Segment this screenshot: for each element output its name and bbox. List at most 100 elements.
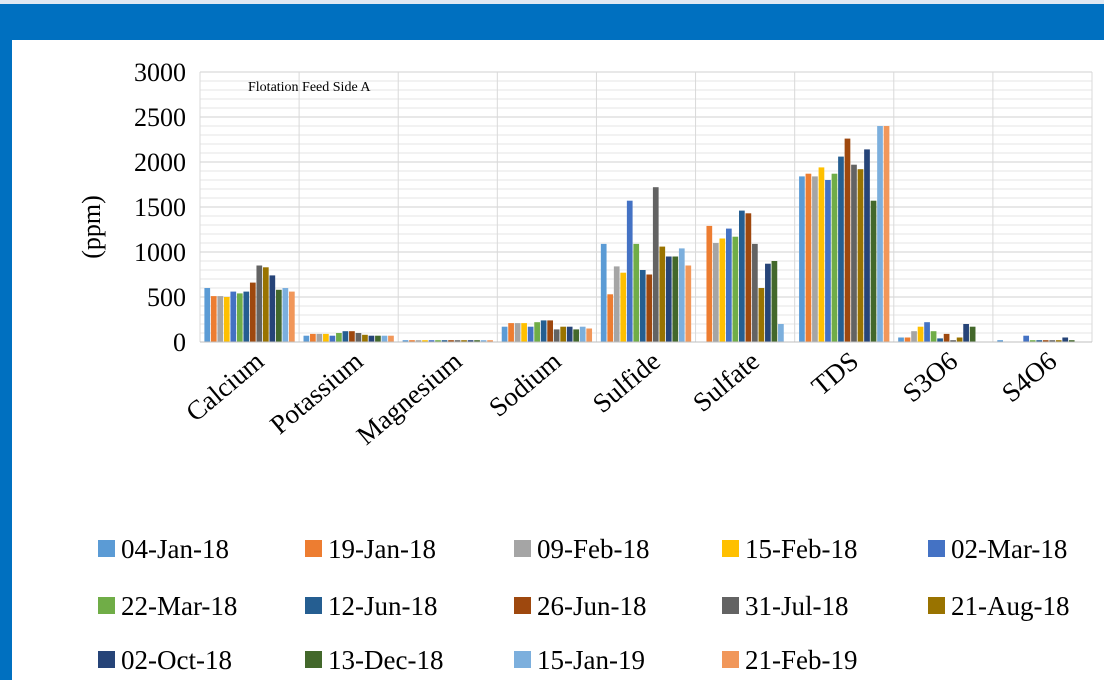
y-tick-label: 1500 <box>134 193 186 222</box>
bar-s4o6-04-jan-18 <box>997 340 1003 342</box>
legend-label: 26-Jun-18 <box>537 591 647 621</box>
bar-magnesium-26-jun-18 <box>448 340 454 342</box>
window-frame-top <box>0 0 1104 4</box>
bar-s3o6-02-oct-18 <box>963 324 969 342</box>
bar-s4o6-12-jun-18 <box>1036 340 1043 342</box>
legend-label: 04-Jan-18 <box>121 534 229 564</box>
legend-item: 02-Mar-18 <box>928 534 1067 564</box>
legend-swatch <box>305 540 322 557</box>
legend-swatch <box>722 597 739 614</box>
bar-potassium-21-feb-19 <box>388 335 394 342</box>
bar-magnesium-21-feb-19 <box>487 340 493 342</box>
legend-swatch <box>514 651 531 668</box>
bar-potassium-12-jun-18 <box>342 331 349 342</box>
bar-s3o6-04-jan-18 <box>898 337 904 342</box>
bar-tds-19-jan-18 <box>805 173 812 342</box>
bar-magnesium-02-mar-18 <box>428 340 435 342</box>
legend-label: 12-Jun-18 <box>328 591 438 621</box>
bar-sulfide-02-mar-18 <box>626 200 633 342</box>
bar-sulfide-02-oct-18 <box>665 256 672 342</box>
bar-calcium-12-jun-18 <box>243 291 250 342</box>
bar-potassium-02-oct-18 <box>368 335 375 342</box>
y-tick-label: 2000 <box>134 148 186 177</box>
legend-label: 02-Oct-18 <box>121 645 232 675</box>
bar-sulfide-26-jun-18 <box>646 274 653 342</box>
bar-magnesium-31-jul-18 <box>454 340 461 342</box>
legend-label: 15-Jan-19 <box>537 645 645 675</box>
bar-potassium-02-mar-18 <box>329 335 336 342</box>
bar-sodium-15-feb-18 <box>521 323 527 342</box>
bar-calcium-31-jul-18 <box>256 265 263 342</box>
y-tick-label: 2500 <box>134 103 186 132</box>
bar-s3o6-26-jun-18 <box>943 333 950 342</box>
bar-calcium-15-feb-18 <box>223 297 230 342</box>
bar-sulfide-15-feb-18 <box>620 272 627 342</box>
legend-label: 21-Feb-19 <box>745 645 857 675</box>
bar-calcium-22-mar-18 <box>236 293 243 342</box>
bar-magnesium-21-aug-18 <box>461 340 467 342</box>
bar-sodium-26-jun-18 <box>547 320 553 342</box>
bar-tds-04-jan-18 <box>799 176 805 342</box>
bar-s4o6-22-mar-18 <box>1029 340 1036 342</box>
bar-sodium-22-mar-18 <box>534 322 540 342</box>
bar-s4o6-02-oct-18 <box>1062 337 1069 342</box>
category-label-tds: TDS <box>806 346 864 402</box>
bar-magnesium-04-jan-18 <box>402 340 409 342</box>
bar-s3o6-02-mar-18 <box>924 322 930 342</box>
y-tick-label: 1000 <box>134 238 186 267</box>
bar-sulfate-15-jan-19 <box>778 324 784 342</box>
bar-s3o6-22-mar-18 <box>930 331 937 342</box>
bar-tds-22-mar-18 <box>831 173 838 342</box>
legend-item: 13-Dec-18 <box>305 645 443 675</box>
bar-sodium-04-jan-18 <box>501 326 508 342</box>
bar-sodium-21-feb-19 <box>586 328 593 342</box>
bar-sulfate-21-aug-18 <box>758 288 765 342</box>
bar-potassium-31-jul-18 <box>355 333 362 342</box>
slide-panel: 0 500 1000 1500 2000 2500 3000 Calcium Potassiu… <box>12 40 1104 680</box>
bar-tds-21-aug-18 <box>857 169 864 342</box>
legend-swatch <box>514 597 531 614</box>
category-label-s4o6: S4O6 <box>996 346 1062 409</box>
legend-item: 09-Feb-18 <box>514 534 649 564</box>
bar-sodium-02-oct-18 <box>566 326 573 342</box>
bar-magnesium-22-mar-18 <box>435 340 441 342</box>
bar-sulfate-02-mar-18 <box>725 228 732 342</box>
chart-title: Flotation Feed Side A <box>248 80 371 95</box>
bar-magnesium-12-jun-18 <box>441 340 448 342</box>
bar-sodium-09-feb-18 <box>514 323 521 342</box>
bar-sulfate-09-feb-18 <box>712 243 719 342</box>
y-tick-label: 500 <box>147 283 186 312</box>
y-tick-label: 3000 <box>134 58 186 87</box>
category-label-sodium: Sodium <box>483 346 567 423</box>
legend-label: 15-Feb-18 <box>745 534 857 564</box>
bar-magnesium-02-oct-18 <box>467 340 474 342</box>
legend-item: 02-Oct-18 <box>98 645 232 675</box>
legend-label: 13-Dec-18 <box>328 645 443 675</box>
legend-label: 09-Feb-18 <box>537 534 649 564</box>
bar-sulfide-13-dec-18 <box>672 256 679 342</box>
legend-swatch <box>98 651 115 668</box>
bar-potassium-26-jun-18 <box>349 331 355 342</box>
y-tick-label: 0 <box>173 328 186 357</box>
bar-sulfate-31-jul-18 <box>752 243 758 342</box>
legend-label: 19-Jan-18 <box>328 534 436 564</box>
bar-sulfate-22-mar-18 <box>732 236 739 342</box>
bar-tds-12-jun-18 <box>838 156 844 342</box>
category-label-magnesium: Magnesium <box>351 346 468 451</box>
bar-calcium-26-jun-18 <box>249 282 256 342</box>
bar-sulfate-26-jun-18 <box>745 213 752 342</box>
bar-sulfide-31-jul-18 <box>652 187 659 342</box>
bar-magnesium-15-jan-19 <box>480 340 487 342</box>
legend-item: 12-Jun-18 <box>305 591 438 621</box>
bar-s4o6-13-dec-18 <box>1068 340 1075 342</box>
bar-s3o6-12-jun-18 <box>937 338 943 342</box>
bar-s4o6-26-jun-18 <box>1042 340 1049 342</box>
bar-sulfide-09-feb-18 <box>613 266 620 342</box>
bar-potassium-15-jan-19 <box>381 335 388 342</box>
legend-item: 15-Feb-18 <box>722 534 857 564</box>
bar-sulfide-04-jan-18 <box>600 243 607 342</box>
bar-sodium-19-jan-18 <box>508 323 514 342</box>
legend-item: 31-Jul-18 <box>722 591 849 621</box>
legend-item: 26-Jun-18 <box>514 591 647 621</box>
